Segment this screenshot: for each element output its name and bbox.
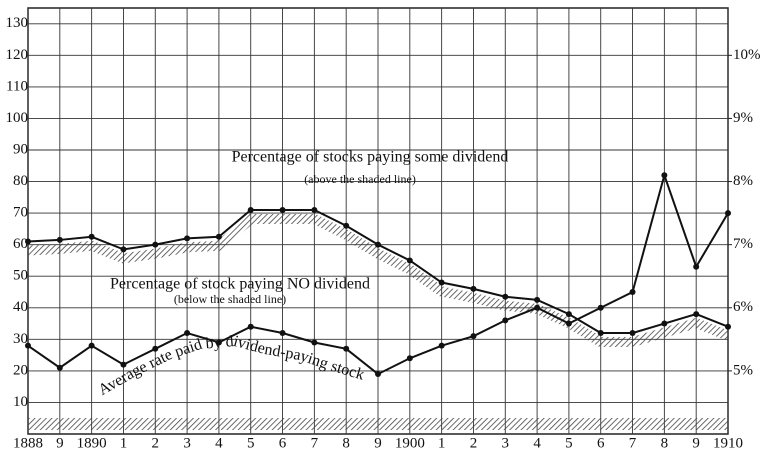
point [565,311,572,318]
y-tick-label: 60 [13,236,28,252]
point [375,241,381,248]
point [215,233,222,240]
x-tick-label: 2 [470,435,478,451]
x-tick-label: 5 [247,435,255,451]
point [438,279,445,286]
y-tick-label: 30 [13,331,28,347]
point [470,285,477,292]
point [56,236,63,243]
x-tick-label: 7 [311,435,319,451]
point [279,206,286,213]
point [88,233,95,240]
point [56,364,63,371]
point [597,330,604,337]
y-tick-label: 90 [13,141,28,157]
point [693,263,700,270]
point [725,210,731,217]
y2-tick-label: 10% [733,47,761,63]
point [120,246,127,253]
y-tick-label: 130 [6,15,29,31]
point [661,320,668,327]
point [629,330,636,337]
x-tick-label: 1888 [13,435,43,451]
annotation: (below the shaded line) [174,292,286,306]
point [343,222,350,229]
x-tick-label: 9 [374,435,382,451]
point [693,311,700,318]
hatched-base [28,418,728,430]
y2-tick-label: 8% [733,173,753,189]
point [311,206,318,213]
point [343,345,350,352]
shaded-line [27,213,730,348]
x-tick-label: 7 [629,435,637,451]
x-tick-label: 4 [533,435,541,451]
point [25,238,31,245]
annotation: Percentage of stocks paying some dividen… [232,149,509,166]
x-tick-label: 4 [215,435,223,451]
y2-tick-label: 6% [733,299,753,315]
y2-tick-label: 5% [733,362,753,378]
x-tick-label: 9 [692,435,700,451]
point [375,371,381,378]
x-tick-label: 5 [565,435,573,451]
point [247,323,254,330]
x-tick-label: 1 [438,435,446,451]
y-tick-label: 70 [13,205,28,221]
y-tick-label: 10 [13,394,28,410]
y-tick-label: 20 [13,362,28,378]
annotation-path-text: Average rate paid by dividend-paying sto… [95,333,366,399]
x-tick-label: 3 [502,435,510,451]
point [534,304,541,311]
x-tick-label: 6 [279,435,287,451]
point [152,345,159,352]
x-tick-label: 6 [597,435,605,451]
point [279,330,286,337]
annotation: (above the shaded line) [304,172,416,186]
point [406,257,413,264]
point [215,339,222,346]
x-tick-label: 8 [342,435,350,451]
point [406,355,413,362]
y2-tick-label: 9% [733,110,753,126]
point [152,241,159,248]
point [502,317,509,324]
x-tick-label: 1890 [77,435,107,451]
point [311,339,318,346]
point [661,172,668,179]
y-tick-label: 120 [6,47,29,63]
x-tick-label: 8 [661,435,669,451]
x-tick-label: 1 [120,435,128,451]
point [725,323,731,330]
point [565,320,572,327]
x-tick-label: 3 [183,435,191,451]
y-tick-label: 50 [13,268,28,284]
y-tick-label: 100 [6,110,29,126]
x-tick-label: 1900 [395,435,425,451]
y-tick-label: 40 [13,299,28,315]
point [629,289,636,295]
point [502,293,509,300]
point [534,296,541,303]
annotation: Average rate paid by dividend-paying sto… [95,333,366,399]
point [184,330,191,337]
point [120,361,127,368]
x-tick-label: 2 [152,435,160,451]
point [597,304,604,311]
point [470,333,477,340]
point [247,206,254,213]
x-tick-label: 1910 [713,435,743,451]
point [88,342,95,349]
y-tick-label: 110 [6,78,28,94]
point [438,342,445,349]
y2-tick-label: 7% [733,236,753,252]
point [184,235,191,242]
y-tick-label: 80 [13,173,28,189]
annotation: Percentage of stock paying NO dividend [110,276,370,293]
x-tick-label: 9 [56,435,64,451]
point [25,342,31,349]
